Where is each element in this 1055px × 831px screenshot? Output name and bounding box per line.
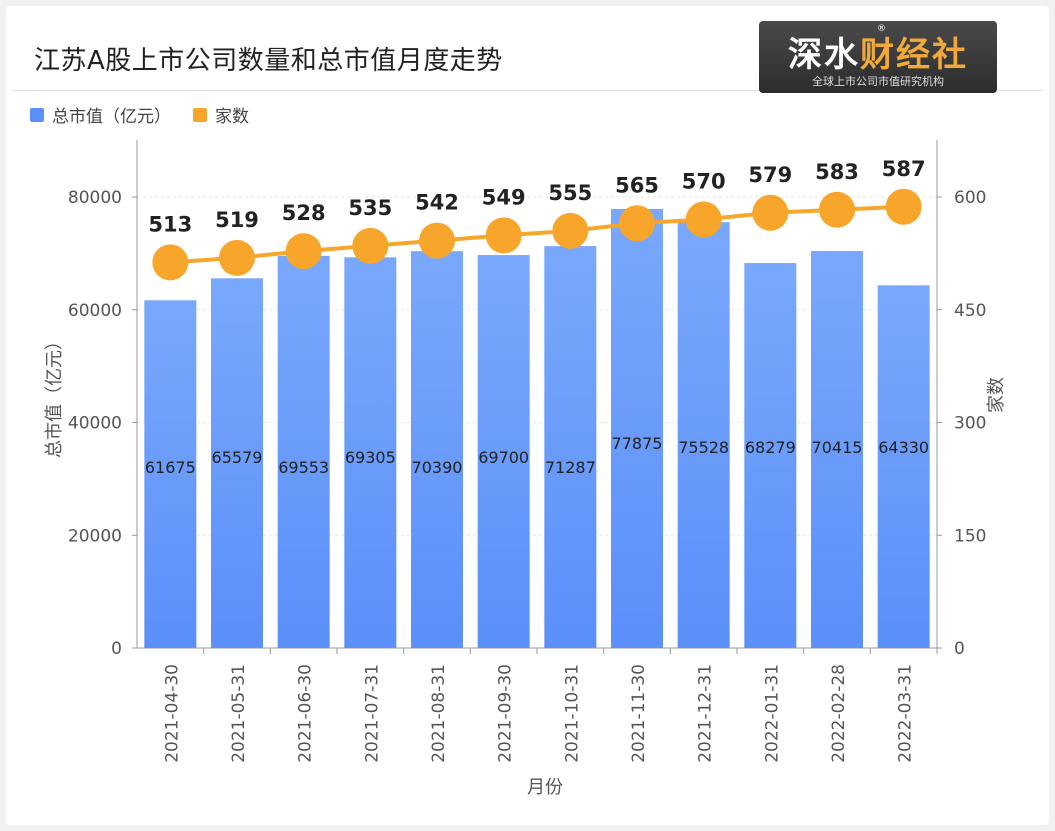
legend-item-market-cap[interactable]: 总市值（亿元）: [30, 102, 171, 127]
count-point: [619, 205, 655, 242]
bar: [144, 300, 197, 648]
y-tick-label: 0: [111, 639, 122, 659]
bar-value-label: 69700: [478, 448, 529, 467]
x-tick-label: 2021-06-30: [296, 664, 316, 763]
count-point: [885, 188, 922, 225]
bar-value-label: 65579: [212, 448, 263, 467]
count-value-label: 570: [682, 170, 726, 194]
x-tick-label: 2021-05-31: [229, 664, 249, 763]
bar-value-label: 69305: [345, 448, 396, 467]
count-point: [285, 233, 322, 270]
chart-legend: 总市值（亿元） 家数: [30, 102, 271, 127]
x-tick-label: 2022-02-28: [829, 664, 849, 763]
count-value-label: 565: [615, 173, 659, 197]
bar-value-label: 71287: [545, 458, 596, 477]
bar-value-label: 77875: [612, 434, 663, 453]
count-value-label: 513: [148, 212, 192, 236]
count-value-label: 587: [882, 157, 926, 181]
count-point: [552, 212, 589, 249]
count-point: [152, 244, 189, 281]
count-value-label: 528: [282, 201, 326, 225]
count-point: [352, 227, 389, 264]
x-tick-label: 2021-07-31: [362, 664, 382, 763]
count-point: [752, 194, 789, 231]
bar: [344, 257, 397, 648]
legend-label-market-cap: 总市值（亿元）: [52, 107, 171, 127]
count-value-label: 555: [548, 181, 592, 205]
logo-registered-mark: ®: [877, 24, 886, 34]
logo-tagline: 全球上市公司市值研究机构: [812, 75, 944, 88]
x-tick-label: 2022-01-31: [762, 664, 782, 763]
y2-tick-label: 0: [954, 639, 965, 659]
count-point: [219, 239, 255, 276]
x-tick-label: 2021-10-31: [562, 664, 582, 763]
logo-wordmark: 深水财经社: [759, 27, 997, 76]
count-value-label: 542: [415, 191, 459, 215]
bar-value-label: 69553: [278, 458, 329, 477]
count-value-label: 519: [215, 208, 259, 232]
bar-value-label: 70390: [412, 458, 463, 477]
count-point: [419, 222, 455, 259]
bar: [277, 255, 330, 648]
line-series: [152, 188, 922, 281]
count-value-label: 583: [815, 160, 859, 184]
brand-logo: 深水财经社 ® 全球上市公司市值研究机构: [759, 21, 997, 93]
y-tick-label: 80000: [68, 188, 122, 208]
chart-title: 江苏A股上市公司数量和总市值月度走势: [34, 46, 503, 76]
gridlines: [137, 196, 937, 536]
x-tick-label: 2022-03-31: [896, 664, 916, 763]
count-point: [685, 201, 722, 238]
x-tick-label: 2021-08-31: [429, 664, 449, 763]
logo-wordmark-a: 深水: [788, 35, 860, 75]
y2-tick-label: 150: [954, 526, 986, 546]
bar-value-label: 70415: [812, 438, 863, 457]
x-tick-label: 2021-04-30: [162, 664, 182, 763]
count-point: [485, 217, 522, 254]
x-tick-label: 2021-09-30: [496, 664, 516, 763]
bar-value-label: 64330: [878, 438, 929, 457]
bar-value-label: 75528: [678, 438, 729, 457]
legend-swatch-count: [193, 107, 207, 122]
y2-tick-label: 450: [954, 301, 986, 321]
y-tick-label: 60000: [68, 301, 122, 321]
bar-value-label: 61675: [145, 458, 196, 477]
bar: [211, 278, 263, 648]
bar: [544, 246, 597, 648]
x-tick-label: 2021-12-31: [696, 664, 716, 763]
bar: [877, 285, 930, 648]
axes: 0 20000 40000 60000 80000 0 150 300 450 600 2021-0…: [44, 140, 1007, 798]
bar: [611, 208, 663, 649]
x-axis-title: 月份: [527, 777, 563, 798]
bar-series: [144, 208, 930, 649]
bar: [744, 263, 797, 648]
y-axis-title: 总市值（亿元）: [44, 332, 65, 458]
bar: [411, 251, 463, 648]
header-divider: [12, 90, 1043, 91]
legend-swatch-market-cap: [30, 107, 44, 122]
bar: [811, 251, 863, 648]
y-tick-label: 20000: [68, 526, 122, 546]
y2-tick-label: 300: [954, 414, 986, 434]
count-line: [170, 204, 904, 265]
bar: [677, 222, 730, 648]
y-tick-label: 40000: [68, 414, 122, 434]
logo-wordmark-b: 财经社: [860, 35, 968, 75]
y2-tick-label: 600: [954, 188, 986, 208]
legend-label-count: 家数: [215, 107, 249, 127]
count-point: [819, 191, 855, 228]
bar-value-label: 68279: [745, 438, 796, 457]
count-value-label: 549: [482, 185, 526, 209]
y2-axis-title: 家数: [986, 377, 1007, 413]
bar: [477, 255, 530, 648]
count-value-label: 535: [348, 196, 392, 220]
data-labels: 61675 65579 69553 69305 70390 69700 71287 77875…: [145, 157, 929, 477]
x-tick-label: 2021-11-30: [629, 664, 649, 763]
count-value-label: 579: [748, 163, 792, 187]
legend-item-count[interactable]: 家数: [193, 102, 249, 127]
